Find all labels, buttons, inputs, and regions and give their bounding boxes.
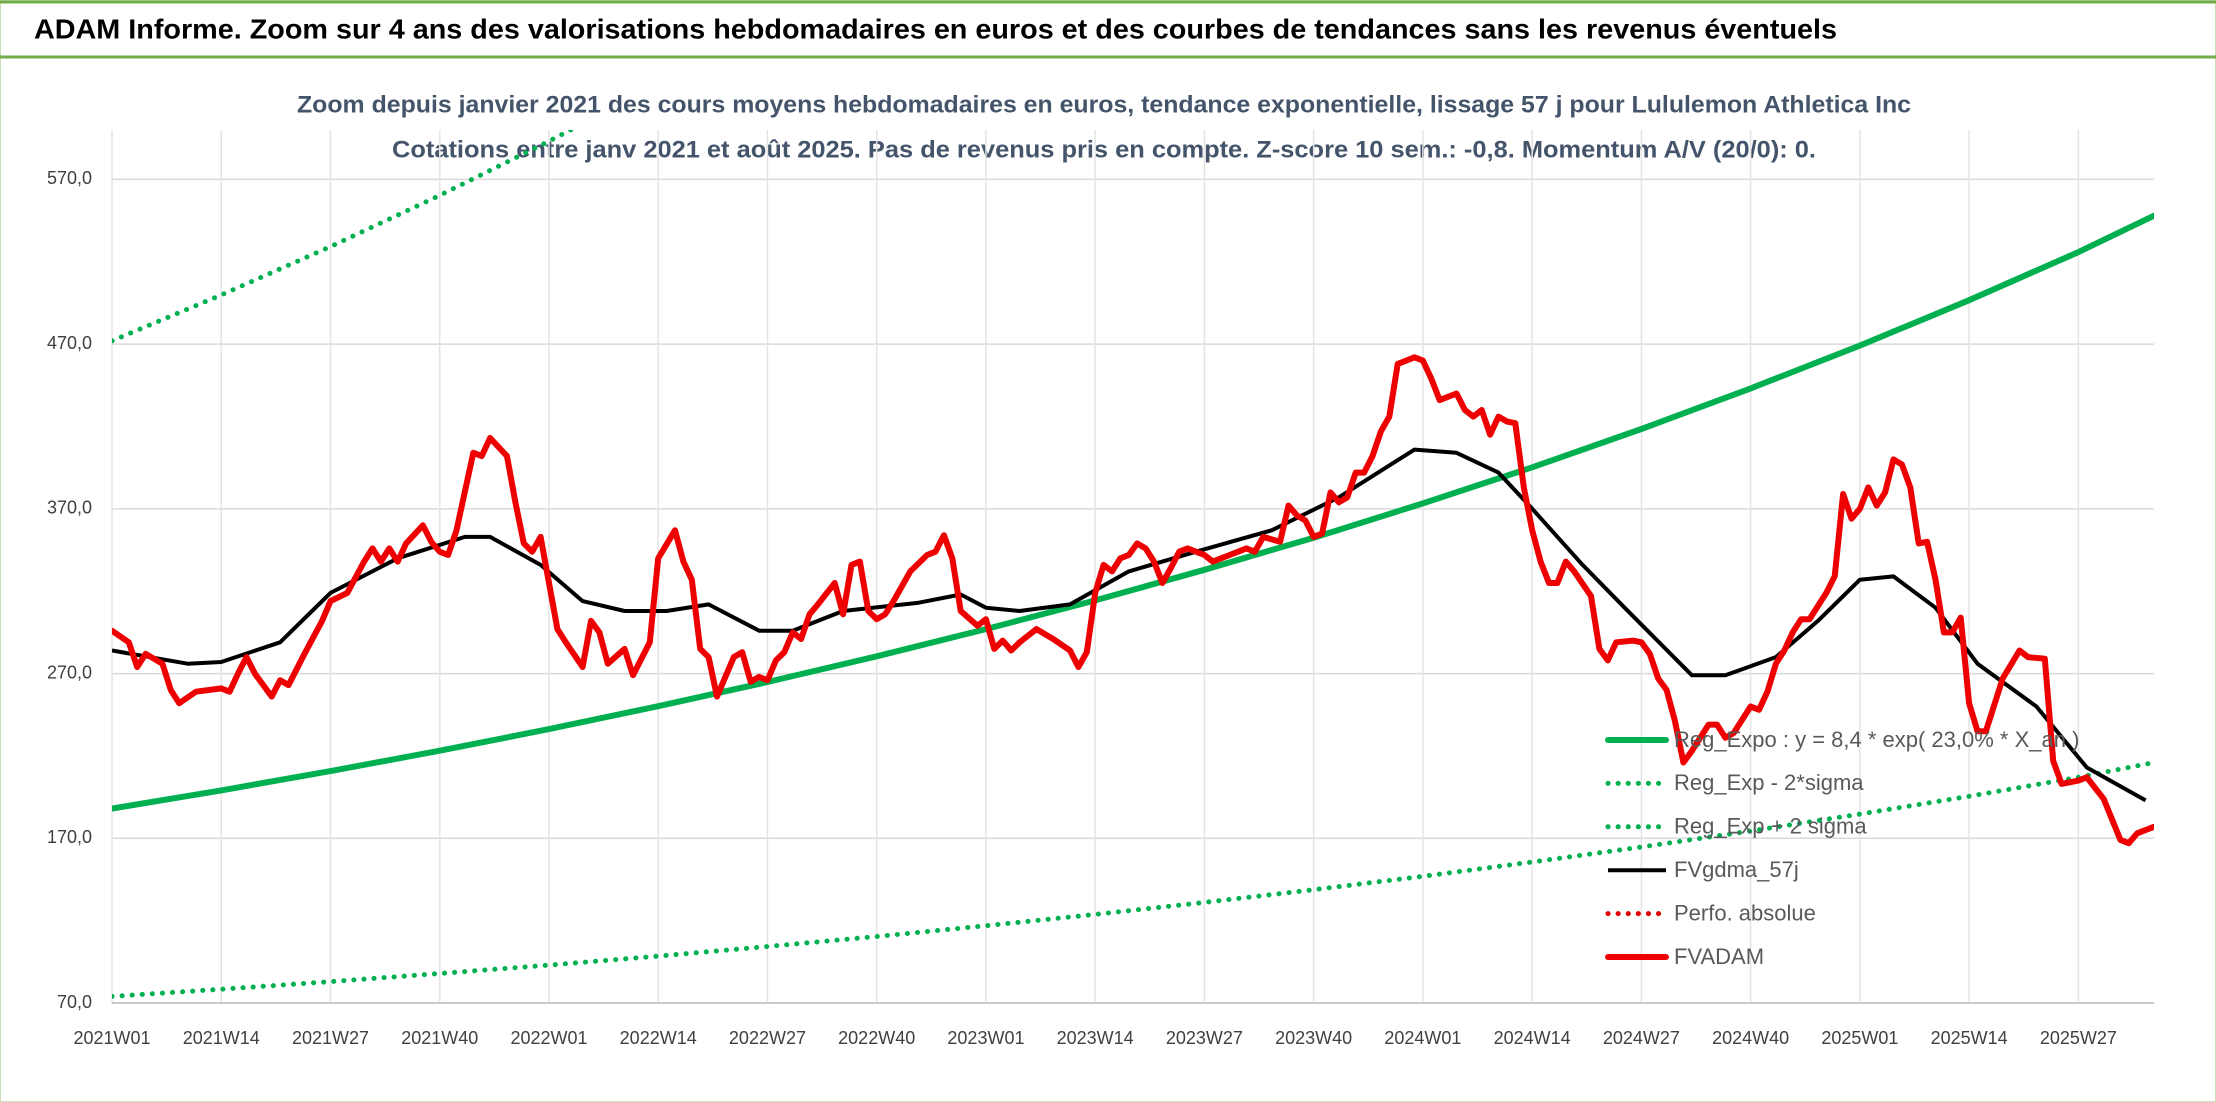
x-tick-label: 2024W27 (1603, 1028, 1680, 1048)
x-tick-label: 2021W40 (401, 1028, 478, 1048)
x-tick-label: 2021W14 (183, 1028, 260, 1048)
chart-subtitle: Cotations entre janv 2021 et août 2025. … (392, 136, 1816, 163)
x-tick-label: 2023W40 (1275, 1028, 1352, 1048)
legend-label: Reg_Exp + 2 sigma (1674, 814, 1867, 839)
x-tick-label: 2024W01 (1384, 1028, 1461, 1048)
y-tick-label: 270,0 (47, 662, 92, 682)
x-tick-label: 2025W27 (2040, 1028, 2117, 1048)
x-tick-label: 2021W01 (73, 1028, 150, 1048)
legend-label: Reg_Expo : y = 8,4 * exp( 23,0% * X_an ) (1674, 727, 2079, 752)
x-tick-label: 2025W14 (1931, 1028, 2008, 1048)
x-tick-label: 2023W01 (947, 1028, 1024, 1048)
x-tick-label: 2024W40 (1712, 1028, 1789, 1048)
x-tick-label: 2022W14 (620, 1028, 697, 1048)
x-tick-label: 2024W14 (1494, 1028, 1571, 1048)
x-tick-label: 2023W27 (1166, 1028, 1243, 1048)
chart-subtitle: Zoom depuis janvier 2021 des cours moyen… (297, 91, 1911, 118)
x-tick-label: 2022W01 (510, 1028, 587, 1048)
y-tick-label: 470,0 (47, 333, 92, 353)
legend-label: Perfo. absolue (1674, 900, 1816, 925)
series-line (112, 760, 2154, 999)
x-tick-label: 2022W40 (838, 1028, 915, 1048)
y-tick-label: 370,0 (47, 498, 92, 518)
x-tick-label: 2023W14 (1057, 1028, 1134, 1048)
x-tick-label: 2021W27 (292, 1028, 369, 1048)
y-tick-label: 70,0 (57, 992, 92, 1012)
page-title: ADAM Informe. Zoom sur 4 ans des valoris… (34, 13, 1837, 44)
y-tick-label: 170,0 (47, 827, 92, 847)
legend-label: Reg_Exp - 2*sigma (1674, 770, 1864, 795)
x-tick-label: 2022W27 (729, 1028, 806, 1048)
x-tick-label: 2025W01 (1821, 1028, 1898, 1048)
series-line (112, 212, 2154, 812)
series-line (112, 354, 2154, 847)
legend-label: FVgdma_57j (1674, 857, 1799, 882)
legend-label: FVADAM (1674, 944, 1764, 969)
y-tick-label: 570,0 (47, 168, 92, 188)
